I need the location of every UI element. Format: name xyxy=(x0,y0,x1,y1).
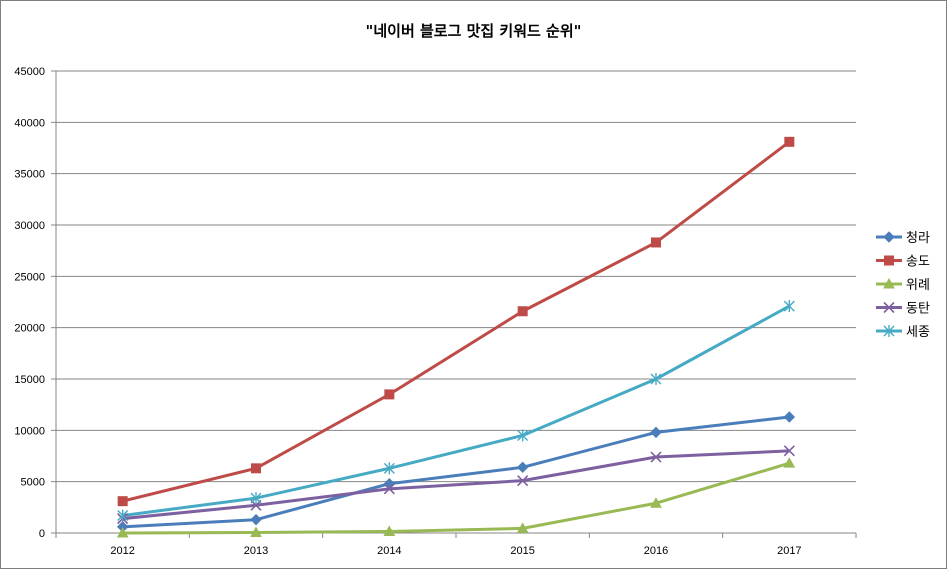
legend-item: 세종 xyxy=(876,325,930,340)
marker-stroke xyxy=(517,475,529,487)
legend-marker xyxy=(883,325,895,337)
y-axis-ticks: 0 5000 10000 15000 20000 25000 30000 35000 40000… xyxy=(14,66,56,540)
series-line-5 xyxy=(122,304,791,518)
y-tick-label: 35000 xyxy=(14,169,45,181)
data-point xyxy=(250,492,262,505)
series-line-2 xyxy=(122,140,791,503)
data-point xyxy=(383,525,396,536)
marker-stroke xyxy=(383,483,395,495)
legend-item: 송도 xyxy=(876,255,930,270)
legend-item: 청라 xyxy=(876,231,930,246)
data-point xyxy=(383,462,395,475)
x-tick-label: 2014 xyxy=(377,545,401,557)
data-point xyxy=(783,457,796,468)
marker-stroke xyxy=(650,451,662,463)
legend-label: 송도 xyxy=(906,255,930,270)
legend-item: 위례 xyxy=(876,277,930,293)
gridlines xyxy=(56,70,856,483)
legend-label: 세종 xyxy=(906,325,930,340)
series-line-3 xyxy=(122,461,790,535)
axes xyxy=(55,71,856,534)
data-point xyxy=(784,136,795,147)
data-point xyxy=(650,373,662,385)
series-line-1 xyxy=(122,415,790,529)
x-tick-label: 2017 xyxy=(777,545,801,557)
data-point xyxy=(783,300,795,313)
x-tick-label: 2016 xyxy=(644,545,668,557)
x-axis-ticks: 2012 2013 2014 2015 2016 2017 xyxy=(55,533,857,557)
data-point xyxy=(116,526,129,538)
data-point xyxy=(117,509,129,522)
data-point xyxy=(650,497,662,508)
y-tick-label: 30000 xyxy=(14,220,45,232)
y-tick-label: 5000 xyxy=(21,477,45,489)
y-tick-label: 40000 xyxy=(14,117,45,129)
legend-item: 동탄 xyxy=(876,302,930,317)
y-tick-label: 15000 xyxy=(14,374,45,386)
x-tick-label: 2013 xyxy=(244,545,268,557)
marker-stroke xyxy=(783,445,795,457)
data-point xyxy=(783,445,795,457)
series-lines xyxy=(122,140,791,535)
legend-marker xyxy=(883,301,895,314)
series-line-4 xyxy=(122,449,790,521)
chart-title: "네이버 블로그 맛집 키워드 순위" xyxy=(365,22,582,40)
legend-marker xyxy=(884,255,894,266)
data-point xyxy=(384,389,395,400)
legend-label: 청라 xyxy=(906,231,930,246)
data-point xyxy=(117,496,128,507)
series-markers xyxy=(116,136,796,538)
y-tick-label: 25000 xyxy=(14,271,45,283)
data-point xyxy=(516,461,529,474)
data-point xyxy=(517,306,528,317)
legend-label: 동탄 xyxy=(906,302,930,317)
y-tick-label: 45000 xyxy=(14,66,45,78)
data-point xyxy=(383,483,395,495)
data-point xyxy=(651,237,661,248)
data-point xyxy=(250,526,262,537)
data-point xyxy=(517,429,529,442)
data-point xyxy=(517,475,529,487)
legend-label: 위례 xyxy=(906,278,930,293)
y-tick-label: 0 xyxy=(39,528,45,540)
legend-marker xyxy=(883,277,895,289)
x-tick-label: 2012 xyxy=(110,545,134,557)
data-point xyxy=(516,522,529,533)
y-tick-label: 20000 xyxy=(14,323,45,335)
x-tick-label: 2015 xyxy=(510,545,534,557)
data-point xyxy=(251,463,261,474)
y-tick-label: 10000 xyxy=(14,425,45,437)
legend-marker xyxy=(883,231,895,243)
data-point xyxy=(783,411,796,423)
marker-stroke xyxy=(883,301,895,314)
data-point xyxy=(650,451,662,463)
data-point xyxy=(250,513,262,526)
data-point xyxy=(650,426,662,439)
